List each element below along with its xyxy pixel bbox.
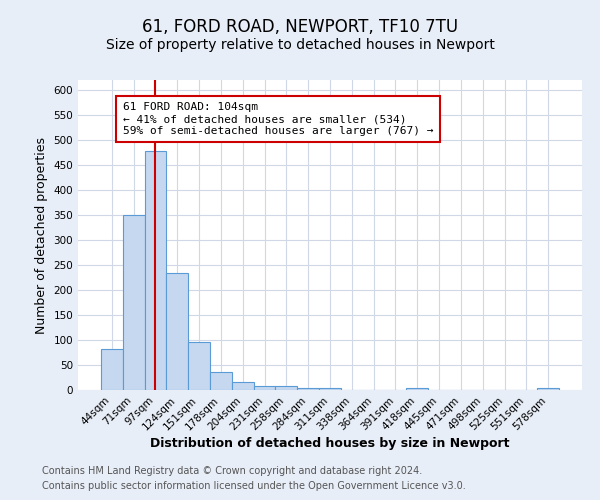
Bar (406, 388, 428, 390)
Bar (188, 342, 210, 390)
Bar (319, 388, 341, 390)
Bar (145, 151, 166, 390)
Bar (297, 388, 319, 390)
Bar (166, 272, 188, 390)
Bar (101, 349, 123, 390)
Text: 61 FORD ROAD: 104sqm
← 41% of detached houses are smaller (534)
59% of semi-deta: 61 FORD ROAD: 104sqm ← 41% of detached h… (123, 102, 433, 136)
X-axis label: Distribution of detached houses by size in Newport: Distribution of detached houses by size … (150, 438, 510, 450)
Bar (254, 386, 275, 390)
Bar (275, 386, 297, 390)
Bar (537, 388, 559, 390)
Text: 61, FORD ROAD, NEWPORT, TF10 7TU: 61, FORD ROAD, NEWPORT, TF10 7TU (142, 18, 458, 36)
Bar (210, 372, 232, 390)
Text: Size of property relative to detached houses in Newport: Size of property relative to detached ho… (106, 38, 494, 52)
Bar (123, 215, 145, 390)
Y-axis label: Number of detached properties: Number of detached properties (35, 136, 48, 334)
Text: Contains public sector information licensed under the Open Government Licence v3: Contains public sector information licen… (42, 481, 466, 491)
Text: Contains HM Land Registry data © Crown copyright and database right 2024.: Contains HM Land Registry data © Crown c… (42, 466, 422, 476)
Bar (232, 382, 254, 390)
